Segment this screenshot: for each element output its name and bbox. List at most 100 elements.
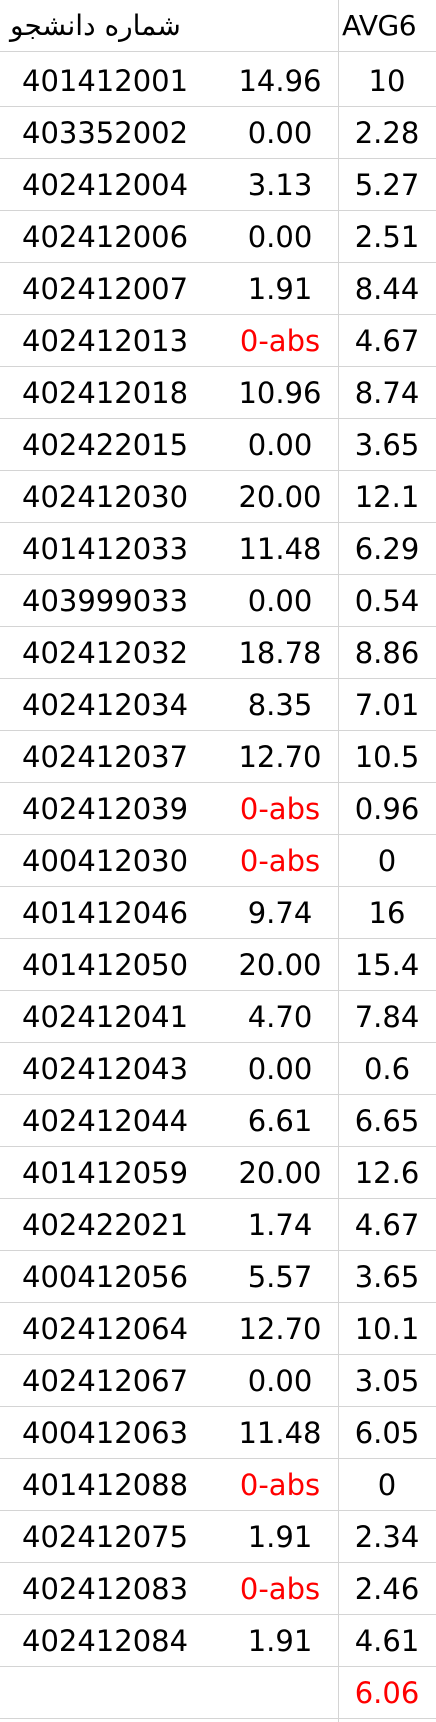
student-id-cell[interactable]: 402412064 (22, 1312, 189, 1346)
table-row: 401412059 20.00 12.6 (0, 1147, 436, 1199)
score-cell[interactable]: 4.70 (247, 1000, 313, 1034)
avg-cell[interactable]: 10.1 (354, 1312, 420, 1346)
score-cell[interactable]: 14.96 (238, 64, 322, 98)
score-cell[interactable]: 11.48 (238, 1416, 322, 1450)
student-id-cell[interactable]: 402412013 (22, 324, 189, 358)
student-id-cell[interactable]: 402412034 (22, 688, 189, 722)
avg-cell[interactable]: 12.6 (354, 1156, 420, 1190)
avg-cell[interactable]: 4.67 (354, 324, 420, 358)
avg-cell[interactable]: 3.65 (354, 1260, 420, 1294)
score-cell[interactable]: 1.91 (247, 1624, 313, 1658)
avg-cell[interactable]: 4.67 (354, 1208, 420, 1242)
score-cell[interactable]: 20.00 (238, 1156, 322, 1190)
avg-cell[interactable]: 3.65 (354, 428, 420, 462)
student-id-cell[interactable]: 402412067 (22, 1364, 189, 1398)
score-cell[interactable]: 3.13 (247, 168, 313, 202)
score-cell[interactable]: 0.00 (247, 220, 313, 254)
student-id-cell[interactable]: 403352002 (22, 116, 189, 150)
avg-total-cell[interactable]: 6.06 (354, 1676, 420, 1710)
score-cell[interactable]: 0-abs (239, 1572, 321, 1606)
avg-cell[interactable]: 5.27 (354, 168, 420, 202)
avg-cell[interactable]: 0.54 (354, 584, 420, 618)
avg-cell[interactable]: 0.6 (363, 1052, 411, 1086)
student-id-cell[interactable]: 402412030 (22, 480, 189, 514)
student-id-cell[interactable]: 401412046 (22, 896, 189, 930)
avg-cell[interactable]: 2.28 (354, 116, 420, 150)
score-cell[interactable]: 0.00 (247, 116, 313, 150)
avg-cell[interactable]: 8.74 (354, 376, 420, 410)
student-id-cell[interactable]: 401412088 (22, 1468, 189, 1502)
student-id-cell[interactable]: 402412004 (22, 168, 189, 202)
student-id-cell[interactable]: 403999033 (22, 584, 189, 618)
score-cell[interactable]: 9.74 (247, 896, 313, 930)
student-id-cell[interactable]: 401412033 (22, 532, 189, 566)
avg-cell[interactable]: 12.1 (354, 480, 420, 514)
table-row: 402412083 0-abs 2.46 (0, 1563, 436, 1615)
student-id-cell[interactable]: 400412030 (22, 844, 189, 878)
student-id-header[interactable]: شماره دانشجو (10, 9, 181, 42)
avg-cell[interactable]: 6.05 (354, 1416, 420, 1450)
avg-cell[interactable]: 0 (377, 1468, 397, 1502)
avg-cell[interactable]: 8.86 (354, 636, 420, 670)
avg-cell[interactable]: 3.05 (354, 1364, 420, 1398)
avg-cell[interactable]: 10 (368, 64, 406, 98)
score-cell[interactable]: 10.96 (238, 376, 322, 410)
avg-cell[interactable]: 7.01 (354, 688, 420, 722)
student-id-cell[interactable]: 402412039 (22, 792, 189, 826)
student-id-cell[interactable]: 402412084 (22, 1624, 189, 1658)
student-id-cell[interactable]: 400412056 (22, 1260, 189, 1294)
student-id-cell[interactable]: 400412063 (22, 1416, 189, 1450)
score-cell[interactable]: 1.91 (247, 272, 313, 306)
avg-cell[interactable]: 0 (377, 844, 397, 878)
score-cell[interactable]: 20.00 (238, 480, 322, 514)
student-id-cell[interactable]: 402422021 (22, 1208, 189, 1242)
avg-cell[interactable]: 4.61 (354, 1624, 420, 1658)
score-cell[interactable]: 18.78 (238, 636, 322, 670)
avg-cell[interactable]: 2.46 (354, 1572, 420, 1606)
score-cell[interactable]: 1.74 (247, 1208, 313, 1242)
avg-cell[interactable]: 15.4 (354, 948, 420, 982)
score-cell[interactable]: 6.61 (247, 1104, 313, 1138)
score-cell[interactable]: 0-abs (239, 324, 321, 358)
score-cell[interactable]: 12.70 (238, 740, 322, 774)
student-id-cell[interactable]: 402412041 (22, 1000, 189, 1034)
avg-cell[interactable]: 6.29 (354, 532, 420, 566)
score-cell[interactable]: 1.91 (247, 1520, 313, 1554)
student-id-cell[interactable]: 402412083 (22, 1572, 189, 1606)
score-cell[interactable]: 12.70 (238, 1312, 322, 1346)
score-cell[interactable]: 0.00 (247, 1052, 313, 1086)
score-cell[interactable]: 0.00 (247, 584, 313, 618)
score-cell[interactable]: 0.00 (247, 428, 313, 462)
avg-cell[interactable]: 0.96 (354, 792, 420, 826)
student-id-cell[interactable]: 402412007 (22, 272, 189, 306)
avg-cell[interactable]: 16 (368, 896, 406, 930)
score-cell[interactable]: 20.00 (238, 948, 322, 982)
student-id-cell[interactable]: 401412001 (22, 64, 189, 98)
avg-cell[interactable]: 6.65 (354, 1104, 420, 1138)
score-cell[interactable]: 5.57 (247, 1260, 313, 1294)
avg-header[interactable]: AVG6 (342, 9, 417, 42)
avg-cell[interactable]: 2.51 (354, 220, 420, 254)
student-id-cell[interactable]: 402412018 (22, 376, 189, 410)
student-id-cell[interactable]: 402412037 (22, 740, 189, 774)
score-cell[interactable]: 0-abs (239, 1468, 321, 1502)
score-cell[interactable]: 11.48 (238, 532, 322, 566)
student-id-cell[interactable]: 402412006 (22, 220, 189, 254)
student-id-cell[interactable]: 402412044 (22, 1104, 189, 1138)
avg-cell[interactable]: 2.34 (354, 1520, 420, 1554)
avg-cell[interactable]: 8.44 (354, 272, 420, 306)
score-cell[interactable]: 0-abs (239, 844, 321, 878)
student-id-cell[interactable]: 402422015 (22, 428, 189, 462)
student-id-cell[interactable]: 402412032 (22, 636, 189, 670)
score-cell[interactable]: 0.00 (247, 1364, 313, 1398)
student-id-cell[interactable]: 402412075 (22, 1520, 189, 1554)
avg-cell[interactable]: 7.84 (354, 1000, 420, 1034)
avg-cell[interactable]: 10.5 (354, 740, 420, 774)
student-id-cell[interactable]: 401412050 (22, 948, 189, 982)
student-id-cell[interactable]: 402412043 (22, 1052, 189, 1086)
student-id-cell[interactable]: 401412059 (22, 1156, 189, 1190)
score-cell[interactable]: 8.35 (247, 688, 313, 722)
table-row: 401412050 20.00 15.4 (0, 939, 436, 991)
score-cell[interactable]: 0-abs (239, 792, 321, 826)
